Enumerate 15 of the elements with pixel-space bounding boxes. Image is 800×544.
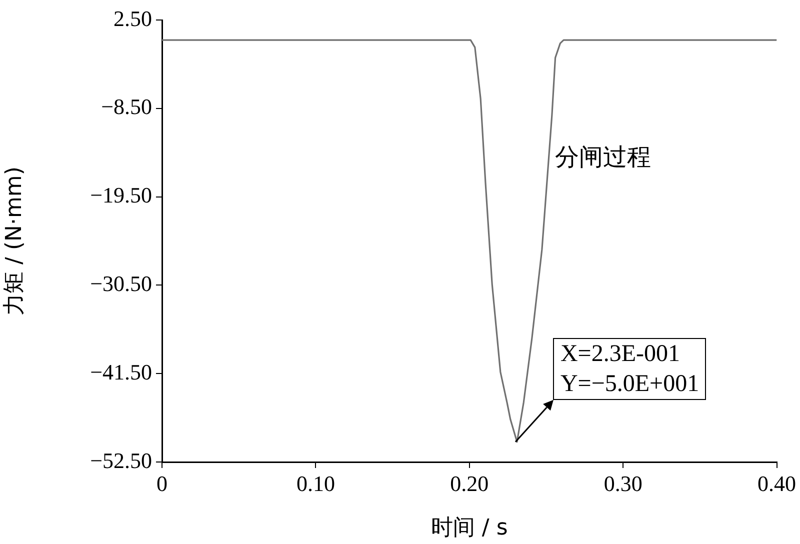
annotation: X=2.3E-001 Y=−5.0E+001 — [553, 338, 706, 400]
x-tick-label: 0.20 — [450, 470, 489, 496]
y-tick-label: −41.50 — [90, 359, 152, 384]
x-tick-label: 0.10 — [296, 470, 335, 496]
y-axis-title: 力矩 / (N·mm) — [2, 166, 27, 316]
y-tick-label: −19.50 — [90, 182, 152, 208]
x-tick-label: 0.30 — [604, 470, 642, 496]
y-tick-label: 2.50 — [114, 6, 152, 31]
x-tick-label: 0 — [156, 470, 168, 496]
series-label: 分闸过程 — [555, 142, 652, 173]
x-tick-label: 0.40 — [758, 470, 796, 496]
y-tick-label: −30.50 — [90, 270, 152, 296]
x-axis-title: 时间 / s — [430, 516, 508, 541]
y-tick-label: −8.50 — [101, 94, 152, 120]
y-tick-label: −52.50 — [90, 448, 152, 473]
